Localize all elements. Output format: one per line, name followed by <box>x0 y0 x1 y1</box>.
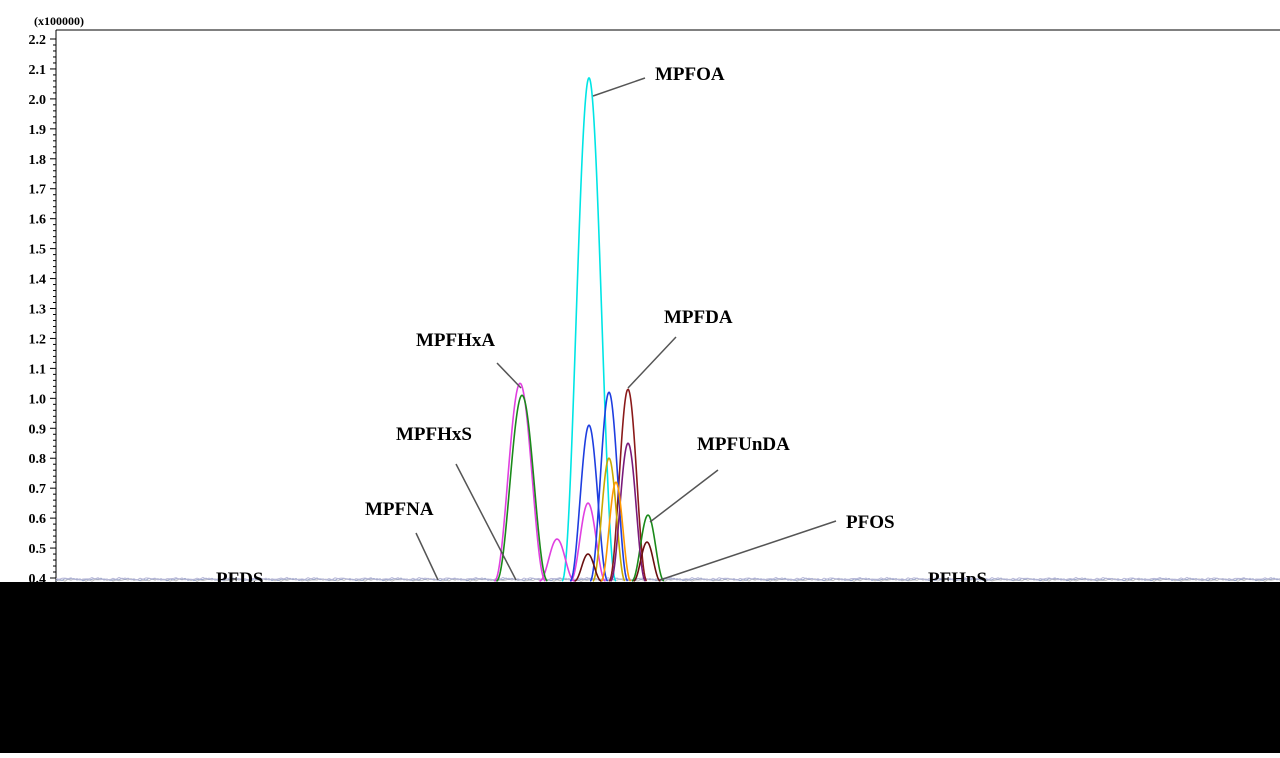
peak-leader-line <box>659 520 837 581</box>
chromatogram-peak <box>633 541 661 582</box>
chromatogram-peak <box>600 481 632 582</box>
peak-leader-line <box>496 362 522 389</box>
series-layer <box>55 76 1280 582</box>
y-tick-label: 0.5 <box>29 542 47 557</box>
y-tick-label: 0.9 <box>29 422 47 437</box>
y-tick-label: 1.0 <box>29 392 47 407</box>
y-tick-label: 1.8 <box>29 153 47 168</box>
peak-label: MPFDA <box>664 307 733 328</box>
y-tick-label: 1.2 <box>29 332 47 347</box>
chromatogram-peak <box>561 76 617 582</box>
y-tick-label: 0.8 <box>29 452 47 467</box>
peak-leader-line <box>592 77 646 97</box>
redaction-block <box>0 582 1280 753</box>
peak-label: MPFHxS <box>396 424 472 445</box>
y-tick-label: 1.5 <box>29 243 47 258</box>
peak-leader-line <box>415 532 439 581</box>
chromatogram-peak <box>574 553 602 582</box>
peak-leader-line <box>455 463 517 581</box>
y-tick-label: 0.6 <box>29 512 47 527</box>
chromatogram-peak <box>592 457 626 582</box>
y-tick-label: 1.6 <box>29 213 47 228</box>
peak-leader-line <box>627 336 677 389</box>
y-tick-label: 1.7 <box>29 183 47 198</box>
chromatogram-peak <box>608 388 648 582</box>
tick-layer: 0.40.50.60.70.80.91.01.11.21.31.41.51.61… <box>29 33 56 587</box>
peak-label: MPFHxA <box>416 330 495 351</box>
peak-label: MPFOA <box>655 64 725 85</box>
y-tick-label: 2.2 <box>29 33 47 48</box>
peak-label: PFOS <box>846 512 895 533</box>
y-tick-label: 1.4 <box>29 273 47 288</box>
chromatogram-peak <box>610 442 646 582</box>
chromatogram-peak <box>569 424 609 582</box>
chromatogram-peak <box>496 394 548 582</box>
y-tick-label: 2.0 <box>29 93 47 108</box>
y-multiplier-label: (x100000) <box>34 14 84 28</box>
baseline-noise-trace <box>55 576 1280 581</box>
chromatogram-peak <box>631 514 665 582</box>
y-tick-label: 0.7 <box>29 482 47 497</box>
peak-leader-line <box>649 469 719 523</box>
chromatogram-peak <box>494 382 546 582</box>
y-tick-label: 2.1 <box>29 63 47 78</box>
peak-label: MPFNA <box>365 499 434 520</box>
chromatogram-peak <box>589 391 629 582</box>
peak-label: MPFUnDA <box>697 434 790 455</box>
y-tick-label: 1.3 <box>29 303 47 318</box>
y-tick-label: 1.9 <box>29 123 47 138</box>
chromatogram-peak <box>570 502 606 582</box>
y-tick-label: 1.1 <box>29 362 47 377</box>
chromatogram-peak <box>539 538 575 582</box>
axis-layer: (x100000) <box>34 14 1280 582</box>
